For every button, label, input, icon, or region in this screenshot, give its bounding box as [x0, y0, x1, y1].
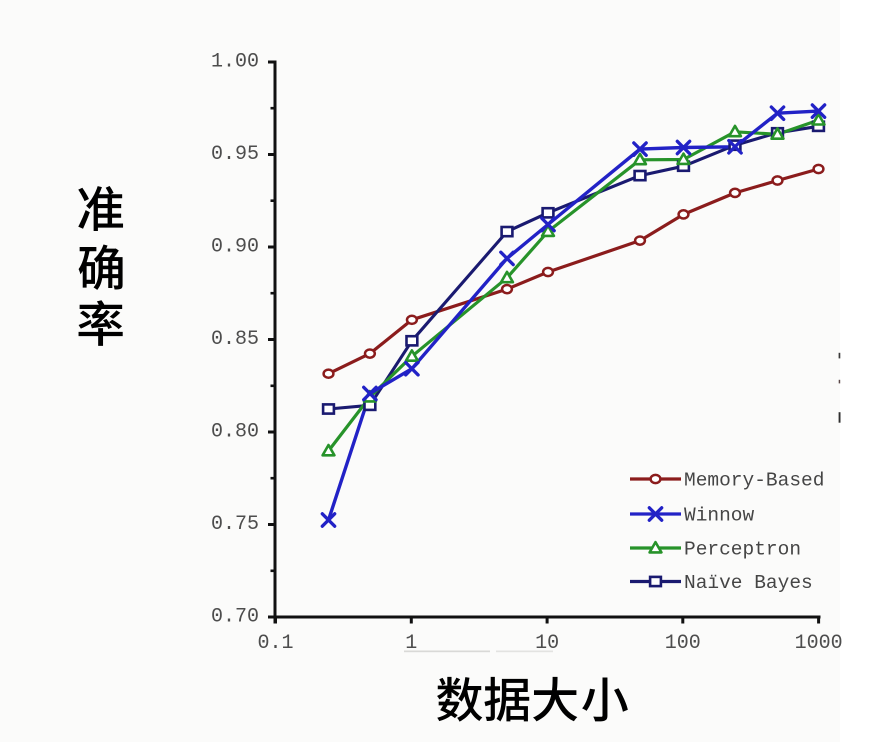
svg-text:0.75: 0.75	[211, 513, 259, 536]
svg-text:Winnow: Winnow	[684, 505, 755, 527]
svg-text:0.95: 0.95	[211, 143, 259, 166]
svg-text:1000: 1000	[795, 632, 843, 655]
svg-text:Perceptron: Perceptron	[684, 539, 801, 561]
svg-text:Naïve Bayes: Naïve Bayes	[684, 572, 813, 594]
svg-text:0.85: 0.85	[211, 328, 259, 351]
svg-text:100: 100	[665, 632, 701, 655]
svg-text:0.90: 0.90	[211, 236, 259, 259]
svg-text:1: 1	[405, 632, 417, 655]
svg-text:Memory-Based: Memory-Based	[684, 470, 824, 492]
svg-text:10: 10	[535, 632, 559, 655]
svg-text:0.1: 0.1	[257, 632, 293, 655]
svg-text:0.70: 0.70	[211, 606, 259, 629]
svg-text:0.80: 0.80	[211, 421, 259, 444]
svg-text:1.00: 1.00	[211, 51, 259, 74]
